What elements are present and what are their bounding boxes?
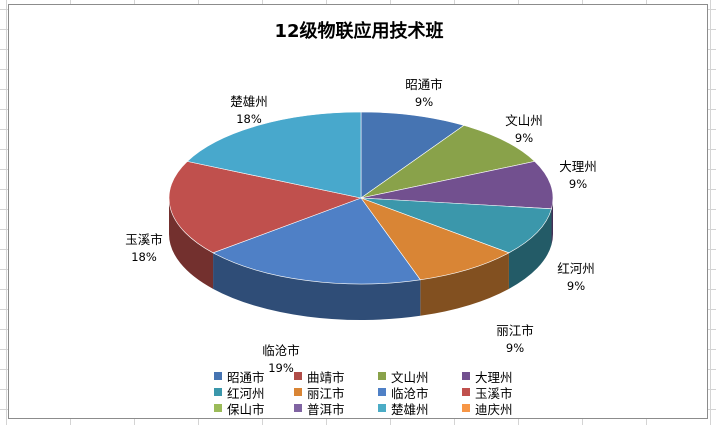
chart-title: 12级物联应用技术班 (274, 21, 444, 42)
slice-1-label-name: 昭通市 (405, 77, 443, 92)
legend-item: 丽江市 (294, 384, 378, 401)
legend-swatch (214, 372, 222, 380)
slice-8-label-percent: 18% (236, 112, 262, 126)
legend-swatch (378, 404, 386, 412)
legend-item: 文山州 (378, 368, 462, 385)
slice-1-top[interactable] (360, 111, 465, 199)
legend-label: 临沧市 (391, 385, 429, 401)
legend-item: 临沧市 (378, 384, 462, 401)
slice-2-label-percent: 9% (515, 131, 533, 145)
legend-item: 红河州 (214, 384, 294, 401)
legend-swatch (462, 404, 470, 412)
legend-item: 普洱市 (294, 400, 378, 417)
legend-label: 红河州 (227, 385, 265, 401)
legend-swatch (462, 372, 470, 380)
legend-swatch (294, 372, 302, 380)
legend-swatch (378, 388, 386, 396)
slice-4-top[interactable] (360, 197, 552, 254)
slice-7-side (169, 198, 214, 289)
legend-swatch (462, 388, 470, 396)
legend-swatch (214, 404, 222, 412)
legend-item: 昭通市 (214, 368, 294, 385)
slice-2-label-name: 文山州 (505, 113, 543, 128)
slice-5-label-percent: 9% (506, 341, 524, 355)
pie-chart: 昭通市 9% 文山州 9% 大理州 9% 红河州 9% 丽江市 9% 临沧市 19% 玉溪市 18% 楚雄州… (125, 77, 597, 375)
legend-label: 文山州 (391, 369, 429, 385)
slice-3-label-percent: 9% (569, 177, 587, 191)
slice-7-label-name: 玉溪市 (125, 232, 163, 247)
legend-item: 迪庆州 (462, 400, 546, 417)
slice-2-top[interactable] (360, 125, 536, 199)
slice-5-label-name: 丽江市 (496, 323, 534, 338)
legend-swatch (378, 372, 386, 380)
legend-label: 普洱市 (307, 401, 345, 417)
slice-4-side (508, 208, 552, 289)
legend-label: 大理州 (475, 369, 513, 385)
slice-8-label-name: 楚雄州 (230, 94, 268, 109)
slice-1-label-percent: 9% (415, 95, 433, 109)
slice-6-top[interactable] (212, 197, 421, 285)
legend-label: 昭通市 (227, 369, 265, 385)
legend-label: 楚雄州 (391, 401, 429, 417)
slice-3-side (551, 198, 553, 245)
legend-item: 大理州 (462, 368, 546, 385)
legend-label: 丽江市 (307, 385, 345, 401)
legend-item: 曲靖市 (294, 368, 378, 385)
slice-6-label-percent: 19% (268, 361, 294, 375)
slice-5-side (420, 252, 509, 316)
legend-label: 玉溪市 (475, 385, 513, 401)
slice-3-label-name: 大理州 (559, 159, 597, 174)
slice-6-side (213, 252, 421, 320)
chart-legend: 昭通市 曲靖市 文山州 大理州红河州 丽江市 临沧市 玉溪市保山市 普洱市 楚雄州 迪庆州 (214, 368, 574, 417)
legend-item: 玉溪市 (462, 384, 546, 401)
slice-8-top[interactable] (186, 111, 362, 199)
slice-4-label-name: 红河州 (557, 261, 595, 276)
slice-5-top[interactable] (360, 197, 510, 281)
legend-swatch (294, 404, 302, 412)
legend-swatch (294, 388, 302, 396)
legend-item: 保山市 (214, 400, 294, 417)
slice-3-top[interactable] (360, 161, 554, 210)
legend-label: 曲靖市 (307, 369, 345, 385)
legend-label: 保山市 (227, 401, 265, 417)
slice-7-top[interactable] (168, 161, 363, 254)
legend-swatch (214, 388, 222, 396)
chart-area[interactable]: 12级物联应用技术班 昭通市 9% 文山州 9% 大理州 9% 红河州 9% 丽江市 9% 临沧市 1… (8, 4, 708, 419)
slice-6-label-name: 临沧市 (262, 343, 300, 358)
legend-label: 迪庆州 (475, 401, 513, 417)
slice-4-label-percent: 9% (567, 279, 585, 293)
legend-item: 楚雄州 (378, 400, 462, 417)
slice-7-label-percent: 18% (131, 250, 157, 264)
